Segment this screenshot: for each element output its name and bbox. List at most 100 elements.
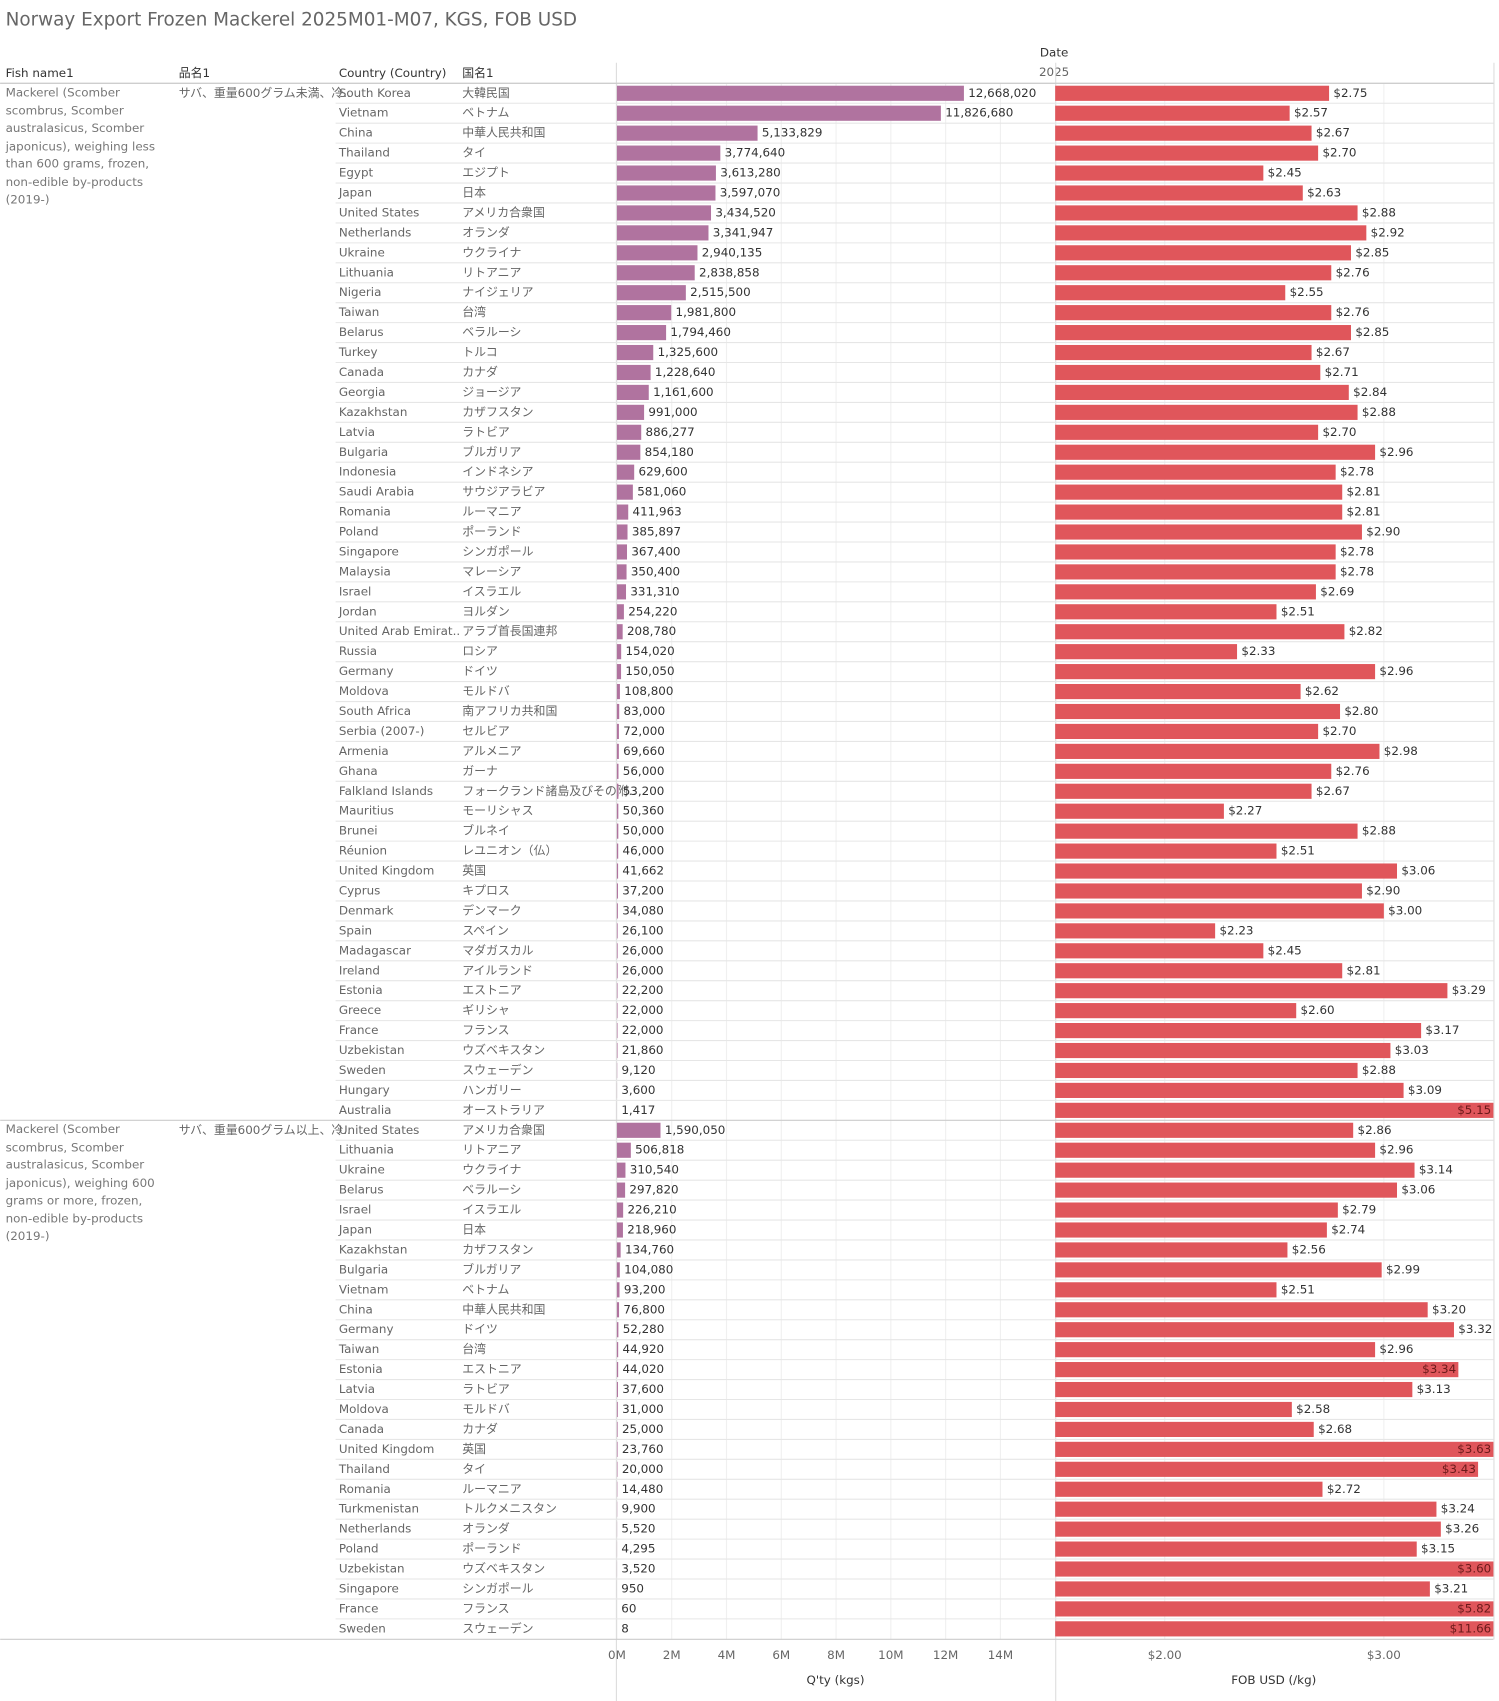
qty-bar [616, 1441, 618, 1457]
country: Madagascar [339, 943, 411, 957]
price-label: $2.92 [1371, 225, 1405, 239]
qty-bar [616, 504, 629, 520]
price-label: $2.90 [1366, 525, 1400, 539]
country-jp: スウェーデン [462, 1063, 533, 1077]
price-bar [1055, 584, 1316, 600]
country-jp: タイ [462, 146, 486, 160]
country-jp: アルメニア [462, 744, 521, 758]
price-bar [1055, 703, 1341, 720]
country: Georgia [339, 385, 386, 399]
qty-label: 22,000 [622, 1003, 664, 1017]
qty-label: 60 [621, 1601, 636, 1615]
qty-bar [616, 783, 619, 799]
country-jp: 台湾 [462, 305, 486, 319]
price-label: $2.74 [1331, 1223, 1365, 1237]
country-jp: ポーランド [462, 1542, 521, 1556]
axis-title: FOB USD (/kg) [1231, 1673, 1316, 1687]
qty-label: 5,520 [621, 1522, 655, 1536]
qty-label: 3,520 [621, 1562, 655, 1576]
qty-label: 4,295 [621, 1542, 655, 1556]
country: Japan [338, 1223, 372, 1237]
country: Brunei [339, 824, 378, 838]
chart-title: Norway Export Frozen Mackerel 2025M01-M0… [6, 10, 577, 31]
country-jp: モーリシャス [462, 804, 533, 818]
country: United Kingdom [339, 1442, 434, 1456]
country-jp: エストニア [462, 983, 522, 997]
qty-label: 108,800 [624, 684, 673, 698]
qty-bar [616, 624, 623, 640]
price-bar [1055, 145, 1319, 161]
country: Armenia [339, 744, 389, 758]
price-label: $2.79 [1342, 1203, 1376, 1217]
country-jp: セルビア [462, 724, 510, 738]
price-label: $3.20 [1432, 1302, 1466, 1316]
axis-title: Q'ty (kgs) [807, 1673, 865, 1687]
price-label: $3.13 [1417, 1382, 1451, 1396]
country-jp: オーストラリア [462, 1103, 545, 1117]
price-bar [1055, 1262, 1382, 1278]
country: Jordan [338, 604, 377, 618]
country: Canada [339, 365, 384, 379]
price-bar [1055, 1601, 1494, 1617]
price-bar [1055, 783, 1312, 799]
price-label: $2.81 [1347, 505, 1381, 519]
price-label: $2.98 [1384, 744, 1418, 758]
price-label: $3.00 [1388, 903, 1422, 917]
price-label: $2.68 [1318, 1422, 1352, 1436]
country: United States [339, 1123, 420, 1137]
qty-label: 104,080 [624, 1262, 673, 1276]
qty-label: 3,774,640 [725, 146, 786, 160]
qty-label: 1,981,800 [676, 305, 737, 319]
price-label: $2.76 [1336, 764, 1370, 778]
price-label: $2.23 [1219, 923, 1253, 937]
price-label: $2.82 [1349, 624, 1383, 638]
qty-label: 3,613,280 [720, 166, 781, 180]
qty-label: 331,310 [630, 584, 679, 598]
qty-bar [616, 1362, 619, 1378]
country: Cyprus [339, 883, 381, 897]
price-bar [1055, 1302, 1428, 1318]
price-bar [1055, 1282, 1277, 1298]
country: Belarus [339, 325, 384, 339]
price-bar [1055, 325, 1351, 341]
qty-label: 56,000 [623, 764, 665, 778]
country: Moldova [339, 684, 389, 698]
country-jp: ギリシャ [462, 1003, 510, 1017]
country: South Africa [339, 704, 411, 718]
price-bar [1055, 624, 1345, 640]
price-label: $2.84 [1353, 385, 1387, 399]
qty-bar [616, 105, 941, 121]
price-label: $2.88 [1362, 205, 1396, 219]
price-label: $2.90 [1366, 883, 1400, 897]
price-bar [1055, 943, 1264, 959]
country-jp: サウジアラビア [462, 485, 545, 499]
price-label: $2.70 [1322, 724, 1356, 738]
qty-bar [616, 664, 622, 680]
country-jp: ラトビア [462, 425, 510, 439]
qty-label: 581,060 [637, 485, 686, 499]
country: Estonia [339, 1362, 383, 1376]
qty-label: 2,515,500 [690, 285, 751, 299]
country: Latvia [339, 1382, 375, 1396]
country: Ukraine [339, 245, 385, 259]
country: Uzbekistan [339, 1043, 405, 1057]
price-label: $2.33 [1241, 644, 1275, 658]
country-jp: デンマーク [462, 903, 521, 917]
qty-bar [616, 863, 619, 879]
price-label: $2.69 [1320, 584, 1354, 598]
country-jp: アイルランド [462, 963, 533, 977]
price-bar [1055, 1342, 1376, 1358]
price-bar [1055, 1421, 1314, 1438]
country-jp: 英国 [462, 1442, 486, 1456]
price-bar [1055, 883, 1362, 899]
price-bar [1055, 1401, 1292, 1418]
country-jp: リトアニア [462, 265, 521, 279]
qty-label: 9,900 [622, 1502, 656, 1516]
country-jp: ブルネイ [462, 824, 510, 838]
country: Vietnam [339, 1282, 389, 1296]
qty-bar [616, 1023, 618, 1039]
country: Saudi Arabia [339, 485, 414, 499]
price-label: $3.14 [1419, 1163, 1453, 1177]
qty-label: 9,120 [622, 1063, 656, 1077]
qty-label: 8 [621, 1621, 629, 1635]
